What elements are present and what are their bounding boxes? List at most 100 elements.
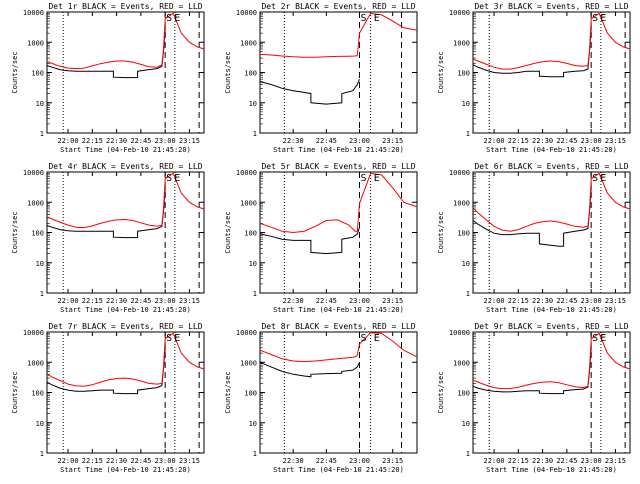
y-axis-label: Counts/sec (437, 211, 445, 253)
marker-label: S (592, 173, 598, 184)
x-axis-label: Start Time (04-Feb-10 21:45:20) (60, 146, 191, 154)
y-tick-label: 1 (253, 450, 257, 458)
y-tick-label: 10000 (449, 9, 470, 17)
marker-label: E (374, 333, 380, 344)
y-tick-label: 10 (36, 420, 44, 428)
y-axis-label: Counts/sec (224, 211, 232, 253)
y-axis-label: Counts/sec (437, 51, 445, 93)
y-tick-label: 1000 (453, 39, 470, 47)
plot-frame (259, 331, 418, 454)
y-tick-label: 1000 (240, 199, 257, 207)
chart-panel-3: Det 3r BLACK = Events, RED = LLD 1 10 100 10… (437, 2, 631, 154)
y-tick-label: 1 (253, 290, 257, 298)
y-tick-label: 100 (244, 230, 257, 238)
marker-label: S (166, 333, 172, 344)
chart-title: Det 4r BLACK = Events, RED = LLD (48, 162, 202, 171)
x-tick-label: 22:45 (556, 137, 577, 145)
series-line-red (259, 172, 418, 234)
x-tick-label: 23:15 (382, 297, 403, 305)
x-tick-label: 23:00 (155, 137, 176, 145)
y-tick-label: 10000 (236, 9, 257, 17)
y-tick-label: 100 (457, 390, 470, 398)
chart-panel-9: Det 9r BLACK = Events, RED = LLD 1 10 100 10… (437, 322, 631, 474)
marker-label: S (592, 333, 598, 344)
x-tick-label: 22:00 (484, 137, 505, 145)
y-axis-label: Counts/sec (11, 371, 19, 413)
x-tick-label: 22:30 (532, 137, 553, 145)
y-tick-label: 1000 (240, 39, 257, 47)
series-line-red (259, 332, 418, 363)
y-tick-label: 1 (40, 450, 44, 458)
chart-title: Det 7r BLACK = Events, RED = LLD (48, 322, 202, 331)
chart-title: Det 2r BLACK = Events, RED = LLD (261, 2, 415, 11)
y-tick-label: 100 (31, 230, 44, 238)
y-tick-label: 10000 (236, 329, 257, 337)
y-tick-label: 1000 (27, 199, 44, 207)
marker-label: E (174, 173, 180, 184)
x-tick-label: 22:15 (508, 457, 529, 465)
marker-label: E (374, 173, 380, 184)
x-tick-label: 22:45 (130, 457, 151, 465)
x-tick-label: 23:15 (179, 457, 200, 465)
marker-label: E (600, 13, 606, 24)
y-tick-label: 100 (31, 390, 44, 398)
marker-label: S (592, 13, 598, 24)
x-tick-label: 23:15 (179, 297, 200, 305)
series-line-red (46, 172, 205, 229)
y-tick-label: 1 (40, 130, 44, 138)
series-line-black (472, 347, 592, 395)
x-tick-label: 22:00 (58, 297, 79, 305)
x-axis-label: Start Time (04-Feb-10 21:45:20) (60, 306, 191, 314)
x-tick-label: 23:00 (155, 457, 176, 465)
marker-label: S (166, 13, 172, 24)
x-tick-label: 22:00 (484, 297, 505, 305)
x-tick-label: 22:00 (58, 457, 79, 465)
y-tick-label: 10 (249, 100, 257, 108)
chart-title: Det 1r BLACK = Events, RED = LLD (48, 2, 202, 11)
series-line-black (259, 227, 360, 255)
x-tick-label: 23:00 (349, 137, 370, 145)
y-tick-label: 1000 (240, 359, 257, 367)
marker-label: E (174, 333, 180, 344)
series-line-black (46, 347, 166, 395)
x-tick-label: 23:00 (581, 457, 602, 465)
plot-frame (259, 11, 418, 134)
x-axis-label: Start Time (04-Feb-10 21:45:20) (486, 466, 617, 474)
series-line-red (46, 332, 205, 387)
y-axis-label: Counts/sec (11, 211, 19, 253)
x-tick-label: 23:15 (179, 137, 200, 145)
x-tick-label: 22:00 (58, 137, 79, 145)
marker-label: E (600, 173, 606, 184)
x-tick-label: 22:15 (508, 297, 529, 305)
y-tick-label: 10000 (236, 169, 257, 177)
y-tick-label: 1000 (453, 199, 470, 207)
y-tick-label: 1 (466, 290, 470, 298)
x-tick-label: 22:45 (130, 297, 151, 305)
x-tick-label: 22:15 (82, 297, 103, 305)
x-tick-label: 23:00 (581, 297, 602, 305)
chart-panel-8: Det 8r BLACK = Events, RED = LLD 1 10 100 10… (224, 322, 418, 474)
x-tick-label: 23:00 (349, 457, 370, 465)
x-tick-label: 22:30 (283, 137, 304, 145)
x-tick-label: 22:30 (283, 297, 304, 305)
x-axis-label: Start Time (04-Feb-10 21:45:20) (273, 306, 404, 314)
y-axis-label: Counts/sec (11, 51, 19, 93)
series-line-red (472, 172, 631, 232)
x-tick-label: 22:30 (532, 297, 553, 305)
y-axis-label: Counts/sec (224, 371, 232, 413)
y-tick-label: 10 (249, 260, 257, 268)
y-tick-label: 10 (462, 420, 470, 428)
chart-title: Det 5r BLACK = Events, RED = LLD (261, 162, 415, 171)
y-tick-label: 100 (457, 230, 470, 238)
y-tick-label: 100 (457, 70, 470, 78)
y-tick-label: 10 (462, 260, 470, 268)
chart-title: Det 8r BLACK = Events, RED = LLD (261, 322, 415, 331)
x-tick-label: 22:30 (106, 297, 127, 305)
x-tick-label: 23:15 (605, 297, 626, 305)
x-tick-label: 23:00 (349, 297, 370, 305)
y-tick-label: 10 (462, 100, 470, 108)
x-axis-label: Start Time (04-Feb-10 21:45:20) (486, 146, 617, 154)
y-tick-label: 1000 (453, 359, 470, 367)
x-tick-label: 23:15 (382, 137, 403, 145)
